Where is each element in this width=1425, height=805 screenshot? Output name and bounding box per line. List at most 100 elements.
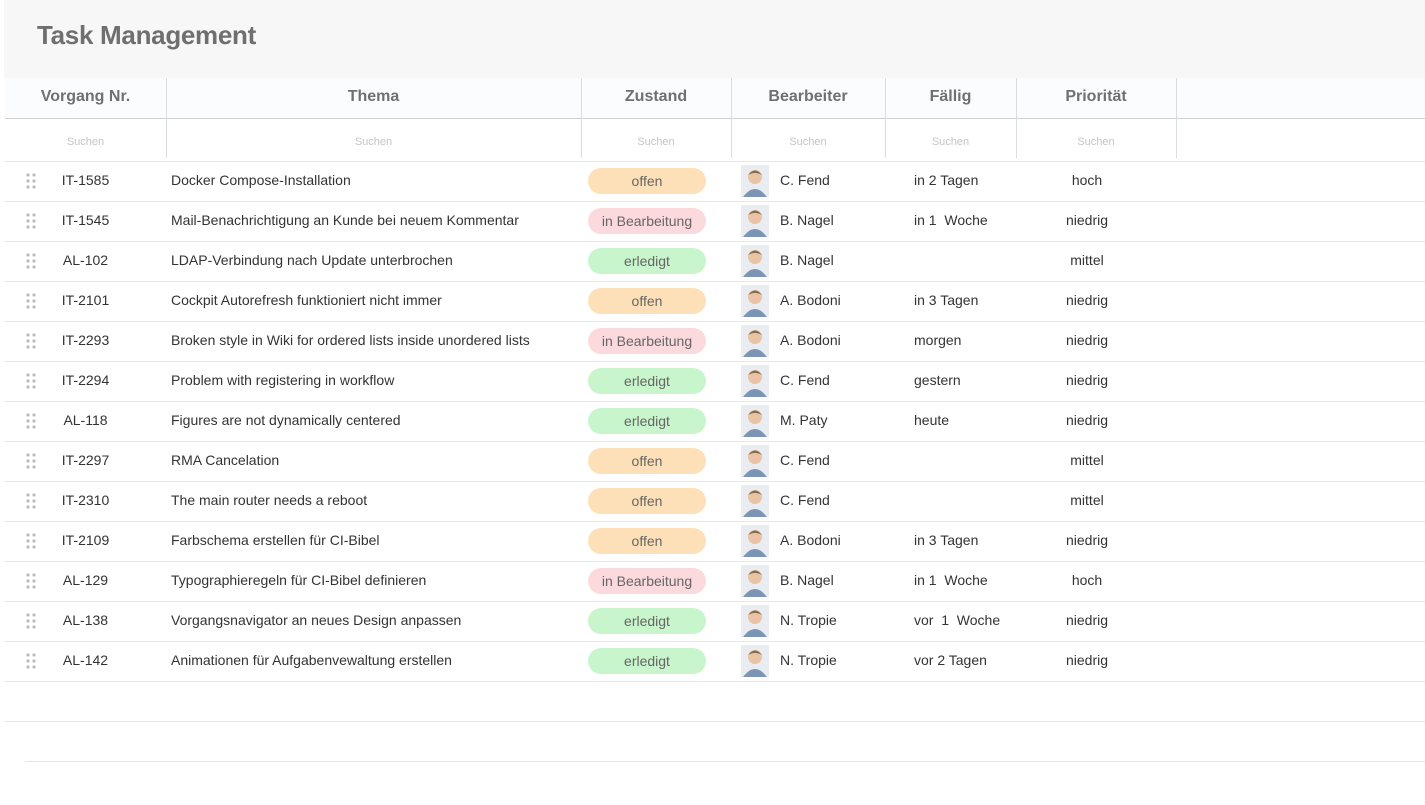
- task-id[interactable]: AL-102: [62, 252, 109, 268]
- priority: niedrig: [1065, 372, 1109, 388]
- drag-handle[interactable]: [26, 612, 36, 630]
- column-header[interactable]: Vorgang Nr.: [40, 88, 131, 105]
- row-border: [25, 761, 1425, 762]
- search-field[interactable]: Suchen: [789, 136, 827, 148]
- column-header[interactable]: Bearbeiter: [768, 88, 848, 105]
- task-topic[interactable]: Cockpit Autorefresh funktioniert nicht i…: [171, 292, 442, 308]
- task-topic[interactable]: Mail-Benachrichtigung an Kunde bei neuem…: [171, 212, 519, 228]
- column-header[interactable]: Thema: [347, 88, 400, 105]
- row-border: [5, 161, 1425, 162]
- row-border: [5, 641, 1425, 642]
- priority: mittel: [1070, 492, 1104, 508]
- avatar: [741, 525, 769, 557]
- task-topic[interactable]: Problem with registering in workflow: [171, 372, 395, 388]
- task-topic[interactable]: Broken style in Wiki for ordered lists i…: [171, 332, 530, 348]
- task-id[interactable]: AL-142: [62, 652, 109, 668]
- due-date: vor 2 Tagen: [914, 652, 987, 668]
- drag-handle[interactable]: [26, 212, 36, 230]
- task-topic[interactable]: RMA Cancelation: [171, 452, 280, 468]
- assignee: C. Fend: [780, 172, 830, 188]
- task-id[interactable]: IT-2293: [61, 332, 110, 348]
- avatar: [741, 565, 769, 597]
- assignee: A. Bodoni: [780, 292, 841, 308]
- drag-handle[interactable]: [26, 412, 36, 430]
- header-border: [5, 118, 1425, 119]
- column-divider: [581, 78, 582, 158]
- avatar: [741, 445, 769, 477]
- avatar: [741, 645, 769, 677]
- priority: niedrig: [1065, 332, 1109, 348]
- assignee: N. Tropie: [780, 652, 837, 668]
- task-topic[interactable]: Farbschema erstellen für CI-Bibel: [171, 532, 380, 548]
- assignee: B. Nagel: [780, 572, 834, 588]
- drag-handle[interactable]: [26, 372, 36, 390]
- drag-handle[interactable]: [26, 572, 36, 590]
- task-topic[interactable]: Typographieregeln für CI-Bibel definiere…: [171, 572, 427, 588]
- status-badge: offen: [588, 288, 706, 314]
- status-badge: erledigt: [588, 408, 706, 434]
- task-id[interactable]: IT-2297: [61, 452, 110, 468]
- task-topic[interactable]: The main router needs a reboot: [171, 492, 368, 508]
- column-divider: [1016, 78, 1017, 158]
- drag-handle[interactable]: [26, 332, 36, 350]
- task-id[interactable]: IT-2101: [61, 292, 110, 308]
- task-id[interactable]: IT-1545: [61, 212, 110, 228]
- drag-handle[interactable]: [26, 652, 36, 670]
- row-border: [5, 281, 1425, 282]
- column-header[interactable]: Zustand: [624, 88, 688, 105]
- avatar: [741, 205, 769, 237]
- due-date: heute: [914, 412, 950, 428]
- task-topic[interactable]: Docker Compose-Installation: [171, 172, 351, 188]
- drag-handle[interactable]: [26, 252, 36, 270]
- task-topic[interactable]: Animationen für Aufgabenvewaltung erstel…: [171, 652, 452, 668]
- task-id[interactable]: IT-2109: [61, 532, 110, 548]
- due-date: in 1 Woche: [914, 572, 988, 588]
- search-field[interactable]: Suchen: [637, 136, 675, 148]
- search-field[interactable]: Suchen: [66, 136, 105, 148]
- row-border: [5, 361, 1425, 362]
- row-border: [5, 521, 1425, 522]
- task-topic[interactable]: LDAP-Verbindung nach Update unterbrochen: [171, 252, 453, 268]
- drag-handle[interactable]: [26, 172, 36, 190]
- status-badge: offen: [588, 448, 706, 474]
- task-id[interactable]: AL-129: [62, 572, 109, 588]
- header-bg: [5, 78, 1425, 118]
- task-id[interactable]: IT-2310: [61, 492, 110, 508]
- due-date: in 3 Tagen: [914, 292, 979, 308]
- avatar: [741, 165, 769, 197]
- status-badge: erledigt: [588, 648, 706, 674]
- status-badge: erledigt: [588, 368, 706, 394]
- due-date: in 1 Woche: [914, 212, 988, 228]
- avatar: [741, 325, 769, 357]
- priority: niedrig: [1065, 212, 1109, 228]
- task-id[interactable]: IT-2294: [61, 372, 110, 388]
- status-badge: in Bearbeitung: [588, 568, 706, 594]
- task-id[interactable]: AL-138: [62, 612, 109, 628]
- drag-handle[interactable]: [26, 452, 36, 470]
- search-field[interactable]: Suchen: [931, 136, 970, 148]
- assignee: N. Tropie: [780, 612, 837, 628]
- top-bar: [4, 0, 1425, 78]
- drag-handle[interactable]: [26, 532, 36, 550]
- row-border: [5, 721, 1425, 722]
- task-id[interactable]: IT-1585: [61, 172, 110, 188]
- task-id[interactable]: AL-118: [63, 412, 108, 428]
- row-border: [5, 401, 1425, 402]
- task-topic[interactable]: Vorgangsnavigator an neues Design anpass…: [171, 612, 462, 628]
- row-border: [5, 321, 1425, 322]
- avatar: [741, 285, 769, 317]
- task-topic[interactable]: Figures are not dynamically centered: [171, 412, 401, 428]
- column-header[interactable]: Fällig: [929, 88, 972, 105]
- column-header[interactable]: Priorität: [1065, 88, 1127, 105]
- assignee: A. Bodoni: [780, 532, 841, 548]
- avatar: [741, 245, 769, 277]
- assignee: B. Nagel: [780, 212, 834, 228]
- column-divider: [1176, 78, 1177, 158]
- search-field[interactable]: Suchen: [354, 136, 393, 148]
- drag-handle[interactable]: [26, 492, 36, 510]
- priority: hoch: [1071, 572, 1103, 588]
- search-field[interactable]: Suchen: [1077, 136, 1115, 148]
- drag-handle[interactable]: [26, 292, 36, 310]
- row-border: [5, 441, 1425, 442]
- status-badge: erledigt: [588, 608, 706, 634]
